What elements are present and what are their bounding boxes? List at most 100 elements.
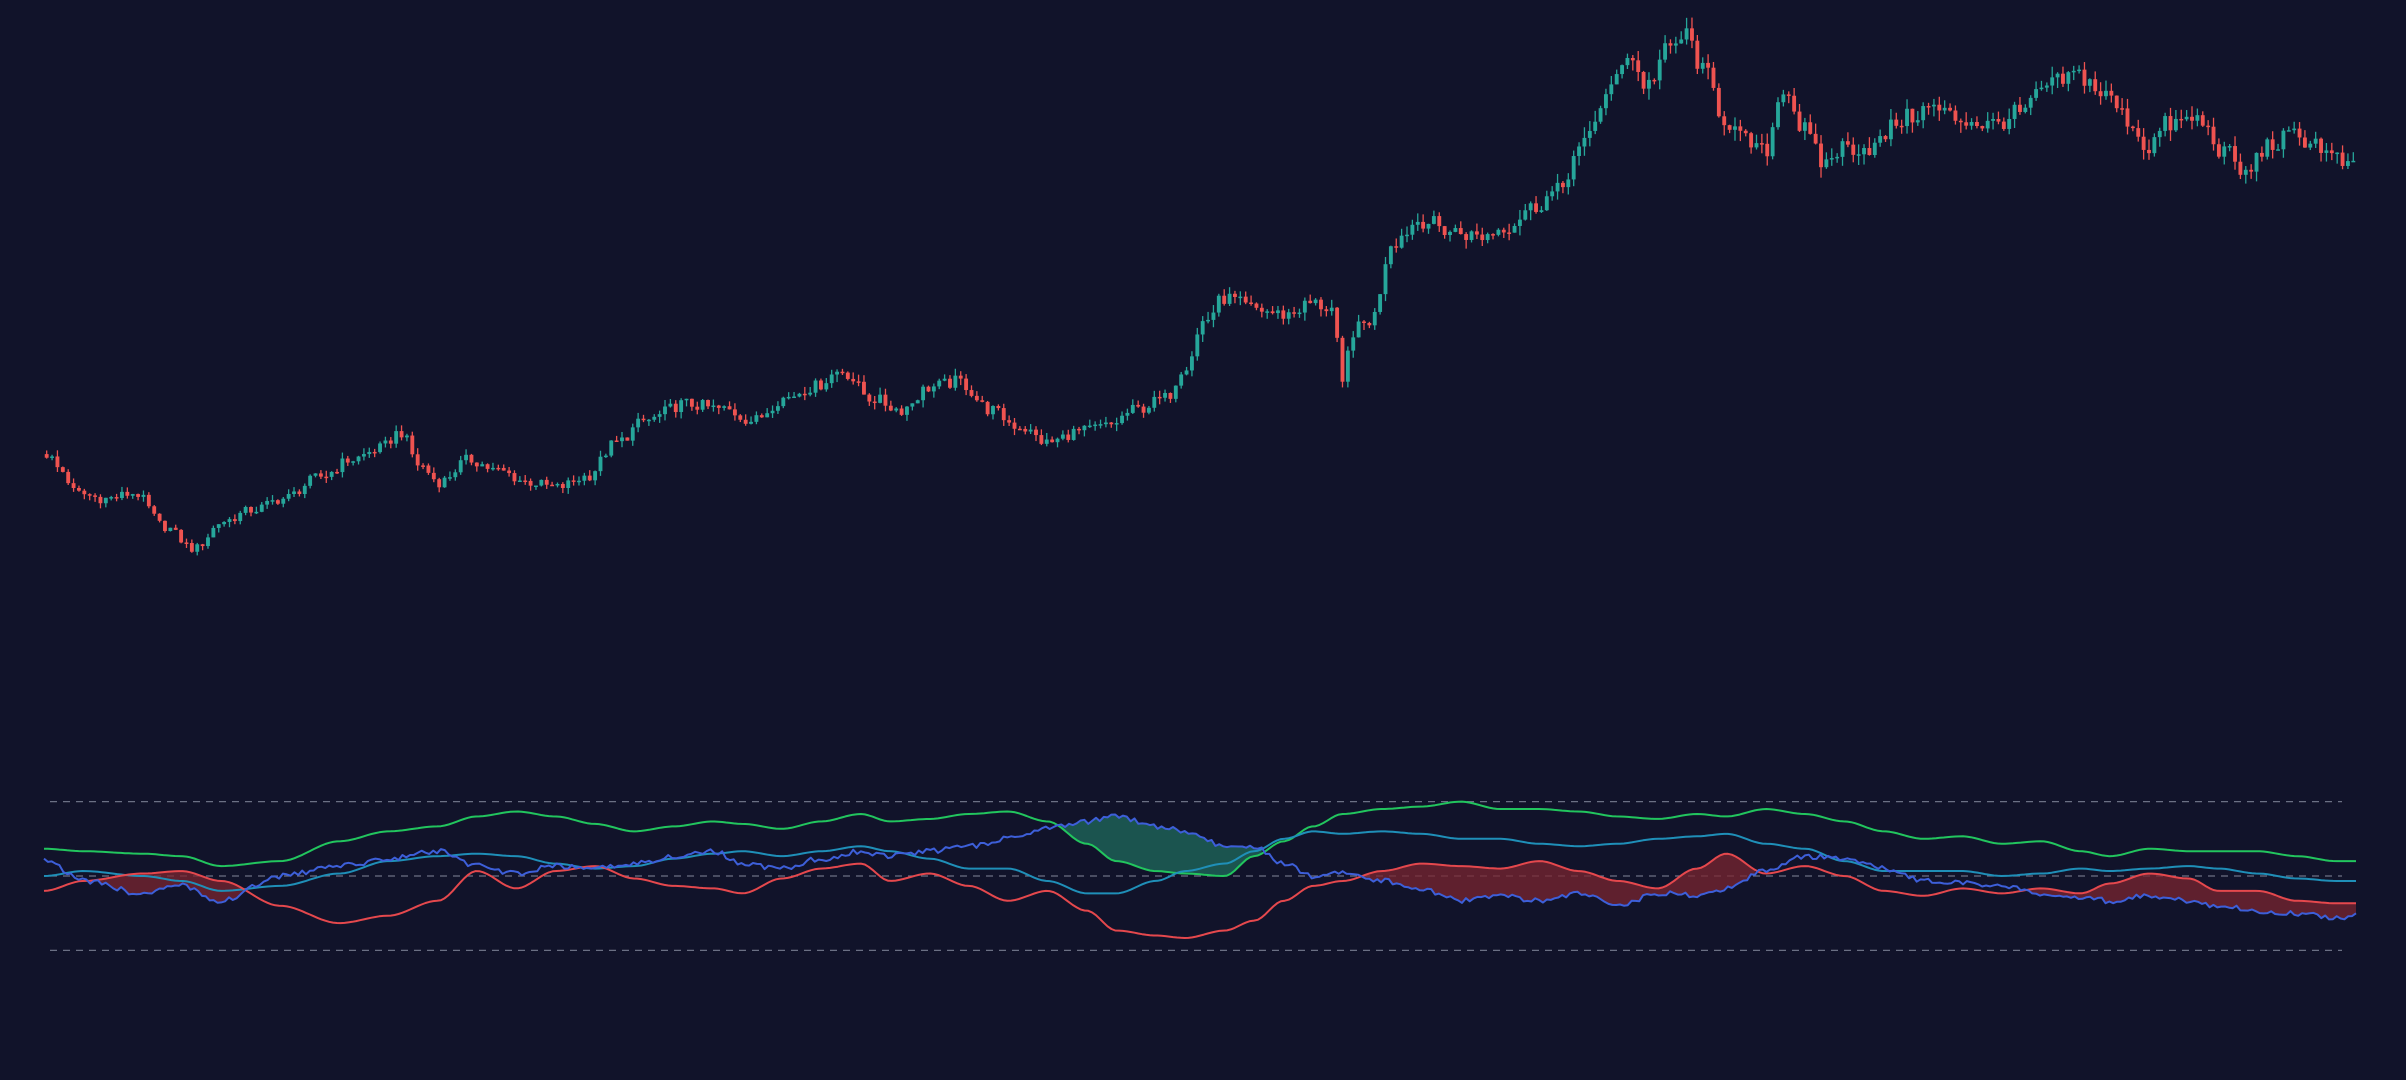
candle-body [415, 454, 420, 466]
candle-body [87, 494, 92, 496]
candle-body [152, 506, 157, 514]
candle [2340, 145, 2345, 170]
candle [2061, 66, 2065, 87]
candle-body [1001, 408, 1006, 421]
candle-body [517, 480, 522, 483]
candle [759, 413, 764, 418]
candle-body [130, 494, 135, 496]
candle [2098, 82, 2103, 105]
candle [749, 416, 753, 425]
oscillator-fast-line [43, 813, 2357, 921]
candle [1969, 118, 1974, 130]
candle [652, 414, 657, 422]
candle [55, 450, 60, 473]
candle-body [1996, 118, 2001, 122]
candle-body [689, 398, 694, 407]
candle-body [469, 454, 474, 463]
candle [1905, 99, 1909, 134]
candle [1378, 294, 1383, 315]
candle [571, 475, 576, 486]
candle-body [2093, 79, 2098, 92]
candle [1582, 127, 1587, 156]
candle-body [1609, 84, 1614, 95]
candle [1937, 96, 1942, 121]
candle [415, 448, 420, 471]
candle [1528, 201, 1533, 221]
candle [948, 375, 952, 389]
candle-body [1614, 74, 1619, 85]
candle [862, 375, 866, 395]
candle [195, 542, 200, 556]
candle [1125, 408, 1130, 421]
candle-body [1765, 143, 1770, 157]
candle-body [179, 529, 184, 543]
candle [931, 383, 936, 398]
candle [1690, 17, 1694, 49]
candle [2200, 111, 2205, 127]
candle-body [1690, 28, 1694, 41]
candle-body [899, 408, 904, 415]
candle [2281, 128, 2286, 158]
candle-body [1496, 229, 1501, 235]
candle-body [1431, 216, 1436, 224]
candle [1356, 314, 1361, 338]
candle-body [1856, 154, 1861, 156]
candle [1862, 144, 1866, 165]
candle-body [1017, 428, 1022, 431]
candle-body [797, 393, 802, 397]
candle-body [534, 485, 538, 488]
candle-body [2130, 126, 2135, 129]
candle-body [1329, 307, 1334, 312]
candle [2034, 81, 2039, 101]
candle [819, 378, 823, 391]
candle-body [974, 395, 979, 401]
candle-body [856, 381, 861, 383]
candle-body [792, 396, 796, 399]
candle-body [1647, 79, 1651, 89]
candle-body [663, 406, 667, 415]
candle [1335, 307, 1340, 343]
candle-body [1937, 104, 1942, 111]
candle [1716, 83, 1721, 118]
candle [2093, 71, 2098, 95]
candle [1985, 112, 1990, 133]
candle-body [657, 414, 662, 417]
candle-body [1905, 108, 1909, 127]
candle [603, 453, 608, 458]
candle-body [985, 401, 990, 415]
candle-body [388, 440, 393, 444]
candle-body [1663, 43, 1668, 60]
candle-body [2179, 118, 2184, 121]
candle [1749, 131, 1754, 154]
candle-body [523, 480, 528, 483]
candle-body [706, 400, 710, 407]
candle [2173, 109, 2178, 133]
candle [1130, 399, 1135, 414]
candle [1614, 69, 1619, 85]
candle-body [1931, 104, 1936, 107]
candle [458, 455, 463, 475]
candle-body [646, 419, 651, 422]
candle [1770, 122, 1775, 160]
candle-body [673, 403, 678, 413]
candle [2104, 80, 2108, 100]
candle-body [308, 475, 313, 486]
candle-body [1351, 337, 1356, 351]
candle-body [1555, 182, 1560, 192]
candle [313, 473, 318, 478]
oversold-fill [90, 871, 245, 903]
candle [399, 425, 404, 441]
candle [813, 378, 818, 397]
candle [254, 506, 259, 515]
candle [1431, 210, 1436, 225]
candle [1867, 137, 1872, 156]
candle [491, 462, 495, 471]
candle-body [1926, 106, 1931, 108]
candle [2147, 139, 2151, 160]
candle-body [668, 403, 673, 407]
candle [281, 496, 286, 508]
candle-body [1313, 299, 1318, 304]
candle [1421, 214, 1426, 233]
